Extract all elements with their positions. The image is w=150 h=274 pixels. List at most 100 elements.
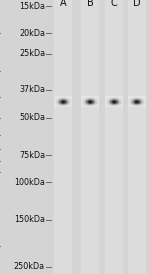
Polygon shape (65, 102, 66, 103)
Polygon shape (145, 96, 146, 97)
Polygon shape (91, 96, 92, 97)
Polygon shape (65, 100, 66, 101)
Polygon shape (135, 102, 136, 103)
Polygon shape (105, 103, 106, 104)
Polygon shape (85, 103, 86, 104)
Polygon shape (132, 96, 133, 97)
Polygon shape (87, 102, 88, 103)
Polygon shape (134, 98, 135, 99)
Polygon shape (105, 104, 106, 105)
Polygon shape (140, 103, 141, 104)
Polygon shape (70, 98, 71, 99)
Polygon shape (69, 98, 70, 99)
Polygon shape (62, 99, 63, 100)
Polygon shape (71, 106, 72, 107)
Polygon shape (137, 105, 138, 106)
Polygon shape (143, 98, 144, 99)
Polygon shape (65, 96, 66, 97)
Polygon shape (136, 103, 137, 104)
Polygon shape (63, 99, 64, 100)
Polygon shape (117, 100, 118, 101)
Polygon shape (116, 99, 117, 100)
Polygon shape (63, 105, 64, 106)
Polygon shape (111, 96, 112, 97)
Text: 20kDa: 20kDa (19, 28, 45, 38)
Polygon shape (60, 104, 61, 105)
Polygon shape (66, 97, 67, 98)
Polygon shape (94, 103, 95, 104)
Polygon shape (84, 98, 85, 99)
Polygon shape (56, 96, 57, 97)
Polygon shape (87, 101, 88, 102)
Polygon shape (98, 105, 99, 106)
Polygon shape (106, 100, 107, 101)
Polygon shape (133, 103, 134, 104)
Polygon shape (96, 102, 97, 103)
Polygon shape (110, 106, 111, 107)
Polygon shape (110, 103, 111, 104)
Polygon shape (128, 106, 129, 107)
Polygon shape (70, 105, 71, 106)
Polygon shape (106, 104, 107, 105)
Polygon shape (105, 100, 106, 101)
Polygon shape (138, 96, 139, 97)
Polygon shape (131, 102, 132, 103)
Polygon shape (112, 106, 113, 107)
Polygon shape (67, 97, 68, 98)
Polygon shape (112, 98, 113, 99)
Polygon shape (83, 99, 84, 100)
Polygon shape (117, 96, 118, 97)
Polygon shape (139, 102, 140, 103)
Polygon shape (95, 103, 96, 104)
Polygon shape (89, 96, 90, 97)
Polygon shape (84, 102, 85, 103)
Polygon shape (96, 97, 97, 98)
Polygon shape (120, 103, 121, 104)
Polygon shape (58, 102, 59, 103)
Polygon shape (69, 96, 70, 97)
Polygon shape (145, 106, 146, 107)
Polygon shape (145, 97, 146, 98)
Polygon shape (84, 96, 85, 97)
Polygon shape (98, 103, 99, 104)
Polygon shape (120, 104, 121, 105)
Polygon shape (132, 97, 133, 98)
Polygon shape (144, 106, 145, 107)
Polygon shape (139, 98, 140, 99)
Polygon shape (145, 101, 146, 102)
Polygon shape (65, 106, 66, 107)
Polygon shape (69, 104, 70, 105)
Polygon shape (92, 104, 93, 105)
Polygon shape (88, 98, 89, 99)
Polygon shape (93, 106, 94, 107)
Polygon shape (142, 106, 143, 107)
Polygon shape (131, 106, 132, 107)
Polygon shape (130, 103, 131, 104)
Polygon shape (113, 106, 114, 107)
Polygon shape (93, 101, 94, 102)
Polygon shape (88, 100, 89, 101)
Polygon shape (117, 106, 118, 107)
Polygon shape (95, 104, 96, 105)
Polygon shape (117, 99, 118, 100)
Polygon shape (88, 106, 89, 107)
Polygon shape (141, 102, 142, 103)
Polygon shape (92, 99, 93, 100)
Polygon shape (107, 97, 108, 98)
Polygon shape (110, 100, 111, 101)
Polygon shape (62, 101, 63, 102)
Polygon shape (82, 102, 83, 103)
Polygon shape (116, 100, 117, 101)
Polygon shape (117, 101, 118, 102)
Polygon shape (56, 106, 57, 107)
Polygon shape (115, 96, 116, 97)
Polygon shape (69, 105, 70, 106)
Polygon shape (57, 98, 58, 99)
Polygon shape (83, 100, 84, 101)
Polygon shape (97, 104, 98, 105)
Text: 25kDa: 25kDa (19, 49, 45, 58)
Polygon shape (108, 105, 109, 106)
Polygon shape (67, 102, 68, 103)
Polygon shape (60, 97, 61, 98)
Polygon shape (122, 102, 123, 103)
